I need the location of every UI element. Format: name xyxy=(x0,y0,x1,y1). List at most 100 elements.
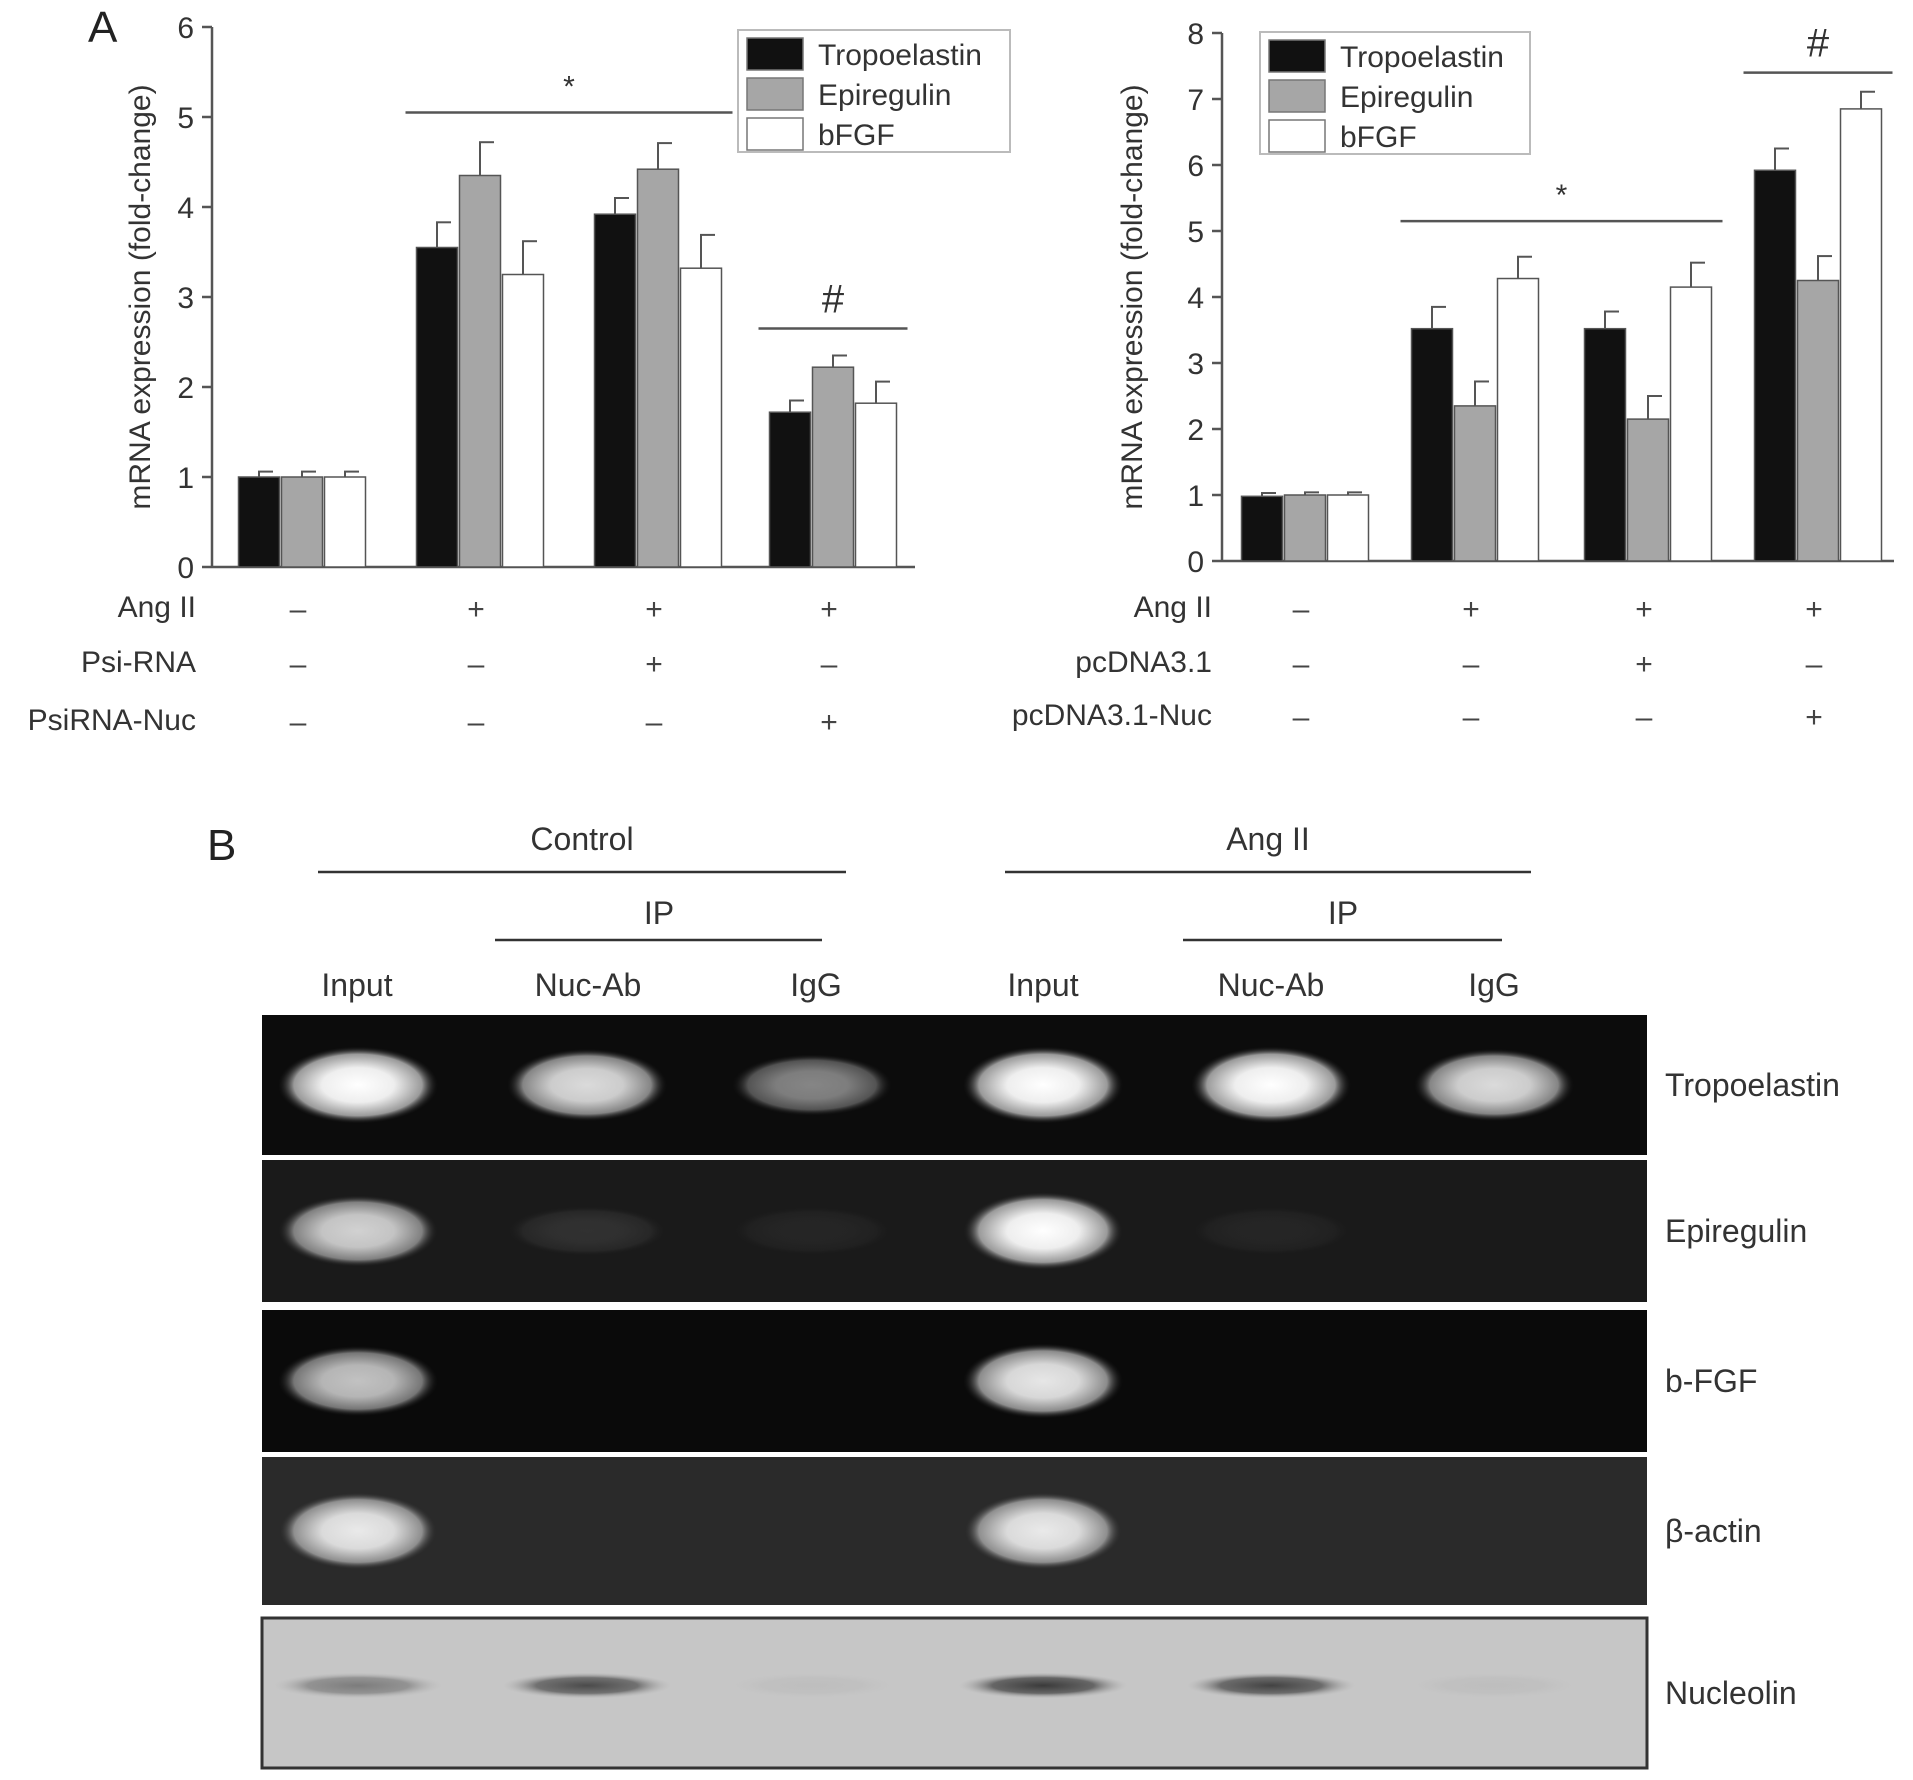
bar xyxy=(1796,279,1840,562)
treatment-sign: – xyxy=(290,706,307,739)
treatment-label: Psi-RNA xyxy=(81,646,196,679)
treatment-sign: – xyxy=(1293,593,1310,626)
legend-swatch xyxy=(1268,79,1326,113)
bar xyxy=(1240,495,1284,562)
bar xyxy=(1753,169,1797,562)
panel-a-label: A xyxy=(88,3,118,52)
gel-row-label: Epiregulin xyxy=(1665,1213,1807,1249)
y-tick-label: 3 xyxy=(1187,348,1204,381)
gel-blot-panel: Tropoelastin Epiregulin b-FGF β-actin Nucleo… xyxy=(260,1015,1840,1770)
significance-mark: * xyxy=(1556,179,1568,212)
y-tick-label: 1 xyxy=(1187,480,1204,513)
y-tick-label: 8 xyxy=(1187,18,1204,51)
y-tick-label: 4 xyxy=(177,192,194,225)
gel-row-label: β-actin xyxy=(1665,1513,1762,1549)
gel-band xyxy=(1409,1672,1579,1699)
gel-band xyxy=(273,1672,443,1699)
significance-mark: # xyxy=(1807,22,1830,66)
treatment-label: Ang II xyxy=(118,591,196,624)
gel-band xyxy=(277,1046,439,1124)
treatment-sign: – xyxy=(468,648,485,681)
treatment-sign: + xyxy=(467,593,485,626)
lane-label-igg-control: IgG xyxy=(790,967,842,1003)
gel-band xyxy=(1186,1672,1356,1699)
treatment-sign: – xyxy=(1636,701,1653,734)
bar xyxy=(237,476,281,568)
lane-label-input-angii: Input xyxy=(1007,967,1078,1003)
group-label-control: Control xyxy=(530,821,633,857)
treatment-sign: – xyxy=(821,648,838,681)
treatment-sign: + xyxy=(1805,593,1823,626)
gel-band xyxy=(727,1672,897,1699)
treatment-sign: – xyxy=(468,706,485,739)
gel-band xyxy=(962,1046,1124,1124)
bar xyxy=(679,267,723,568)
legend-swatch xyxy=(746,37,804,71)
legend-swatch xyxy=(1268,39,1326,73)
significance-mark: # xyxy=(822,278,845,322)
significance-mark: * xyxy=(563,71,575,104)
gel-band xyxy=(962,1191,1124,1271)
bar xyxy=(323,476,367,568)
legend-label: Tropoelastin xyxy=(1340,41,1504,74)
ip-label-angii: IP xyxy=(1328,895,1358,931)
treatment-sign: + xyxy=(645,593,663,626)
gel-band xyxy=(1413,1048,1575,1122)
lane-label-nucab-angii: Nuc-Ab xyxy=(1218,967,1325,1003)
legend-swatch xyxy=(1268,119,1326,153)
y-axis-label: mRNA expression (fold-change) xyxy=(124,84,157,509)
bar xyxy=(1453,405,1497,562)
legend-label: bFGF xyxy=(818,119,895,152)
gel-band xyxy=(1190,1206,1352,1256)
bar xyxy=(811,366,855,568)
gel-strip xyxy=(262,1457,1647,1605)
bar xyxy=(1626,418,1670,562)
y-axis-label: mRNA expression (fold-change) xyxy=(1116,84,1149,509)
bar xyxy=(1583,327,1627,562)
gel-band xyxy=(1190,1046,1352,1124)
group-label-angii: Ang II xyxy=(1226,821,1310,857)
y-tick-label: 6 xyxy=(177,12,194,45)
y-tick-label: 2 xyxy=(177,372,194,405)
treatment-sign: + xyxy=(1805,701,1823,734)
y-tick-label: 4 xyxy=(1187,282,1204,315)
gel-row-label: Nucleolin xyxy=(1665,1675,1797,1711)
treatment-sign: – xyxy=(1293,648,1310,681)
legend-swatch xyxy=(746,77,804,111)
treatment-sign: – xyxy=(646,706,663,739)
chart-left-panel-a: 0 1 2 3 4 5 6 mRNA expression (fold-change) * # Tr… xyxy=(28,12,1011,739)
legend-label: Tropoelastin xyxy=(818,39,982,72)
bar xyxy=(1326,494,1370,562)
bar xyxy=(1283,494,1327,562)
treatment-sign: + xyxy=(1462,593,1480,626)
gel-band xyxy=(958,1672,1128,1699)
treatment-label: PsiRNA-Nuc xyxy=(28,704,196,737)
lane-label-igg-angii: IgG xyxy=(1468,967,1520,1003)
bar xyxy=(415,246,459,568)
y-tick-label: 0 xyxy=(1187,546,1204,579)
treatment-sign: – xyxy=(290,593,307,626)
bar xyxy=(280,476,324,568)
bar xyxy=(1839,108,1883,562)
gel-band xyxy=(277,1345,439,1417)
gel-band xyxy=(506,1048,668,1122)
treatment-label: pcDNA3.1 xyxy=(1075,646,1212,679)
treatment-sign: + xyxy=(1635,648,1653,681)
treatment-label: Ang II xyxy=(1134,591,1212,624)
legend-label: Epiregulin xyxy=(1340,81,1473,114)
y-tick-label: 3 xyxy=(177,282,194,315)
treatment-sign: – xyxy=(1293,701,1310,734)
treatment-sign: + xyxy=(645,648,663,681)
ip-label-control: IP xyxy=(644,895,674,931)
bar xyxy=(636,168,680,568)
gel-row-label: Tropoelastin xyxy=(1665,1067,1840,1103)
treatment-label: pcDNA3.1-Nuc xyxy=(1012,699,1212,732)
bar xyxy=(1669,286,1713,562)
treatment-sign: – xyxy=(1463,648,1480,681)
treatment-sign: – xyxy=(1806,648,1823,681)
legend-label: bFGF xyxy=(1340,121,1417,154)
gel-strip xyxy=(262,1160,1647,1302)
gel-header: Control Ang II IP IP Input Nuc-Ab IgG In… xyxy=(318,821,1531,1003)
gel-band xyxy=(962,1343,1124,1419)
